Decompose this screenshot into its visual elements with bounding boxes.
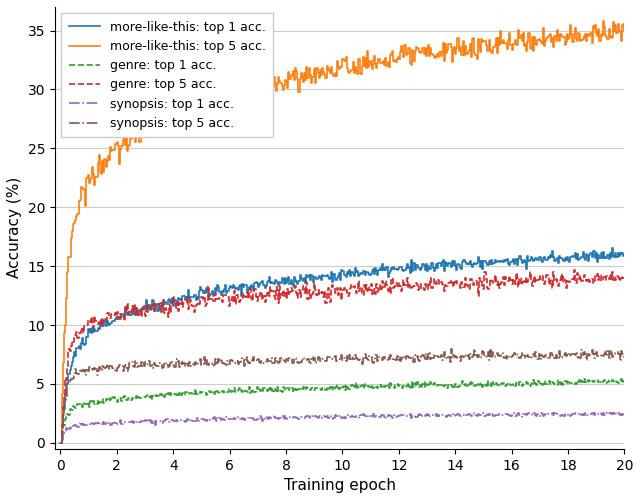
- synopsis: top 5 acc.: (16.4, 7.36): top 5 acc.: (16.4, 7.36): [518, 353, 525, 359]
- genre: top 1 acc.: (15.6, 4.95): top 1 acc.: (15.6, 4.95): [497, 382, 504, 388]
- synopsis: top 5 acc.: (17.7, 7.76): top 5 acc.: (17.7, 7.76): [556, 348, 564, 354]
- synopsis: top 1 acc.: (16.3, 2.32): top 1 acc.: (16.3, 2.32): [516, 412, 524, 418]
- synopsis: top 1 acc.: (17.7, 2.47): top 1 acc.: (17.7, 2.47): [555, 411, 563, 417]
- synopsis: top 1 acc.: (20, 2.43): top 1 acc.: (20, 2.43): [620, 411, 628, 417]
- more-like-this: top 5 acc.: (4.08, 27.5): top 5 acc.: (4.08, 27.5): [172, 116, 179, 121]
- genre: top 1 acc.: (17.7, 5.18): top 1 acc.: (17.7, 5.18): [555, 379, 563, 385]
- synopsis: top 1 acc.: (19.4, 2.63): top 1 acc.: (19.4, 2.63): [604, 409, 611, 415]
- Legend: more-like-this: top 1 acc., more-like-this: top 5 acc., genre: top 1 acc., genre: more-like-this: top 1 acc., more-like-th…: [61, 13, 273, 138]
- more-like-this: top 1 acc.: (17.7, 15.9): top 1 acc.: (17.7, 15.9): [555, 253, 563, 259]
- more-like-this: top 1 acc.: (19.6, 16.5): top 1 acc.: (19.6, 16.5): [608, 246, 616, 252]
- genre: top 1 acc.: (0, 0): top 1 acc.: (0, 0): [57, 440, 65, 446]
- synopsis: top 1 acc.: (4.08, 1.89): top 1 acc.: (4.08, 1.89): [172, 418, 179, 424]
- more-like-this: top 1 acc.: (19, 16.1): top 1 acc.: (19, 16.1): [593, 250, 601, 256]
- Line: synopsis: top 1 acc.: synopsis: top 1 acc.: [61, 412, 624, 443]
- more-like-this: top 5 acc.: (17.7, 34.1): top 5 acc.: (17.7, 34.1): [555, 38, 563, 44]
- more-like-this: top 5 acc.: (16.3, 34.6): top 5 acc.: (16.3, 34.6): [516, 32, 524, 38]
- genre: top 1 acc.: (1.24, 3.26): top 1 acc.: (1.24, 3.26): [92, 402, 99, 407]
- more-like-this: top 5 acc.: (1.24, 21.9): top 5 acc.: (1.24, 21.9): [92, 182, 99, 188]
- more-like-this: top 5 acc.: (0, 0): top 5 acc.: (0, 0): [57, 440, 65, 446]
- synopsis: top 1 acc.: (1.24, 1.64): top 1 acc.: (1.24, 1.64): [92, 420, 99, 426]
- genre: top 5 acc.: (18.2, 14.7): top 5 acc.: (18.2, 14.7): [570, 267, 577, 273]
- more-like-this: top 5 acc.: (19.2, 35.8): top 5 acc.: (19.2, 35.8): [599, 18, 607, 24]
- genre: top 1 acc.: (20, 5.18): top 1 acc.: (20, 5.18): [620, 379, 628, 385]
- Line: more-like-this: top 5 acc.: more-like-this: top 5 acc.: [61, 22, 624, 443]
- synopsis: top 5 acc.: (15.6, 7.36): top 5 acc.: (15.6, 7.36): [497, 353, 504, 359]
- X-axis label: Training epoch: Training epoch: [284, 478, 396, 493]
- more-like-this: top 1 acc.: (20, 15.8): top 1 acc.: (20, 15.8): [620, 254, 628, 260]
- Y-axis label: Accuracy (%): Accuracy (%): [7, 177, 22, 278]
- Line: more-like-this: top 1 acc.: more-like-this: top 1 acc.: [61, 248, 624, 443]
- genre: top 1 acc.: (16.3, 5.11): top 1 acc.: (16.3, 5.11): [516, 380, 524, 386]
- genre: top 5 acc.: (15.6, 13.1): top 5 acc.: (15.6, 13.1): [497, 286, 504, 292]
- genre: top 5 acc.: (1.24, 10.8): top 5 acc.: (1.24, 10.8): [92, 313, 99, 319]
- more-like-this: top 1 acc.: (15.6, 15.5): top 1 acc.: (15.6, 15.5): [497, 258, 504, 264]
- more-like-this: top 1 acc.: (0, 0): top 1 acc.: (0, 0): [57, 440, 65, 446]
- synopsis: top 1 acc.: (15.6, 2.48): top 1 acc.: (15.6, 2.48): [497, 410, 504, 416]
- synopsis: top 1 acc.: (0, 0): top 1 acc.: (0, 0): [57, 440, 65, 446]
- synopsis: top 5 acc.: (20, 7.04): top 5 acc.: (20, 7.04): [620, 357, 628, 363]
- synopsis: top 5 acc.: (0, 0): top 5 acc.: (0, 0): [57, 440, 65, 446]
- genre: top 5 acc.: (0, 0): top 5 acc.: (0, 0): [57, 440, 65, 446]
- genre: top 1 acc.: (18.6, 5.41): top 1 acc.: (18.6, 5.41): [580, 376, 588, 382]
- genre: top 1 acc.: (4.08, 4.17): top 1 acc.: (4.08, 4.17): [172, 390, 179, 396]
- genre: top 5 acc.: (17.7, 13.7): top 5 acc.: (17.7, 13.7): [555, 278, 563, 284]
- more-like-this: top 5 acc.: (20, 35): top 5 acc.: (20, 35): [620, 28, 628, 34]
- more-like-this: top 5 acc.: (15.6, 33.8): top 5 acc.: (15.6, 33.8): [497, 42, 504, 48]
- more-like-this: top 1 acc.: (4.08, 12.2): top 1 acc.: (4.08, 12.2): [172, 296, 179, 302]
- synopsis: top 5 acc.: (19, 7.41): top 5 acc.: (19, 7.41): [593, 352, 601, 358]
- genre: top 1 acc.: (19, 5.31): top 1 acc.: (19, 5.31): [593, 378, 601, 384]
- Line: synopsis: top 5 acc.: synopsis: top 5 acc.: [61, 349, 624, 443]
- synopsis: top 5 acc.: (13.8, 7.97): top 5 acc.: (13.8, 7.97): [447, 346, 454, 352]
- synopsis: top 5 acc.: (1.24, 6.33): top 5 acc.: (1.24, 6.33): [92, 366, 99, 372]
- more-like-this: top 5 acc.: (19, 34.8): top 5 acc.: (19, 34.8): [593, 30, 601, 36]
- synopsis: top 1 acc.: (19, 2.51): top 1 acc.: (19, 2.51): [593, 410, 601, 416]
- more-like-this: top 1 acc.: (16.3, 15.5): top 1 acc.: (16.3, 15.5): [516, 257, 524, 263]
- genre: top 5 acc.: (20, 14.1): top 5 acc.: (20, 14.1): [620, 274, 628, 280]
- Line: genre: top 1 acc.: genre: top 1 acc.: [61, 379, 624, 443]
- synopsis: top 5 acc.: (4.08, 6.41): top 5 acc.: (4.08, 6.41): [172, 364, 179, 370]
- genre: top 5 acc.: (16.3, 13.4): top 5 acc.: (16.3, 13.4): [516, 282, 524, 288]
- genre: top 5 acc.: (19, 14.3): top 5 acc.: (19, 14.3): [593, 271, 601, 277]
- more-like-this: top 1 acc.: (1.24, 9.66): top 1 acc.: (1.24, 9.66): [92, 326, 99, 332]
- Line: genre: top 5 acc.: genre: top 5 acc.: [61, 270, 624, 443]
- genre: top 5 acc.: (4.08, 11.8): top 5 acc.: (4.08, 11.8): [172, 301, 179, 307]
